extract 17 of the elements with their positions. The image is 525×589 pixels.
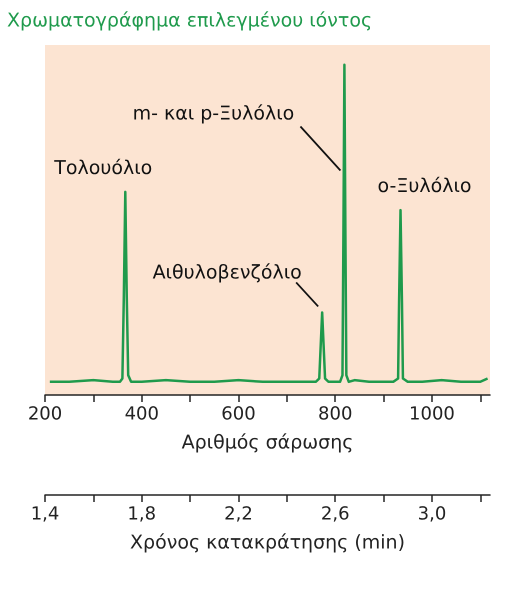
x-tick-label: 600	[221, 404, 256, 424]
x2-tick-label: 2,2	[224, 504, 253, 524]
x-axis-title: Αριθμός σάρωσης	[182, 432, 354, 454]
chart-title: Χρωματογράφημα επιλεγμένου ιόντος	[7, 10, 372, 32]
x-tick-label: 800	[318, 404, 352, 424]
annotation: m- και p-Ξυλόλιο	[132, 102, 294, 124]
annotation: Αιθυλοβενζόλιο	[152, 261, 302, 284]
x-tick-label: 400	[124, 404, 159, 424]
x-tick-label: 200	[28, 404, 62, 424]
x2-tick-label: 2,6	[320, 504, 350, 524]
x2-axis-title: Χρόνος κατακράτησης (min)	[130, 532, 406, 554]
x2-tick-label: 1,4	[30, 504, 60, 524]
annotation: Τολουόλιο	[53, 156, 152, 179]
annotation: o-Ξυλόλιο	[378, 175, 472, 198]
x-tick-label: 1000	[409, 404, 455, 424]
x2-tick-label: 1,8	[127, 504, 156, 524]
x2-tick-label: 3,0	[418, 504, 446, 524]
